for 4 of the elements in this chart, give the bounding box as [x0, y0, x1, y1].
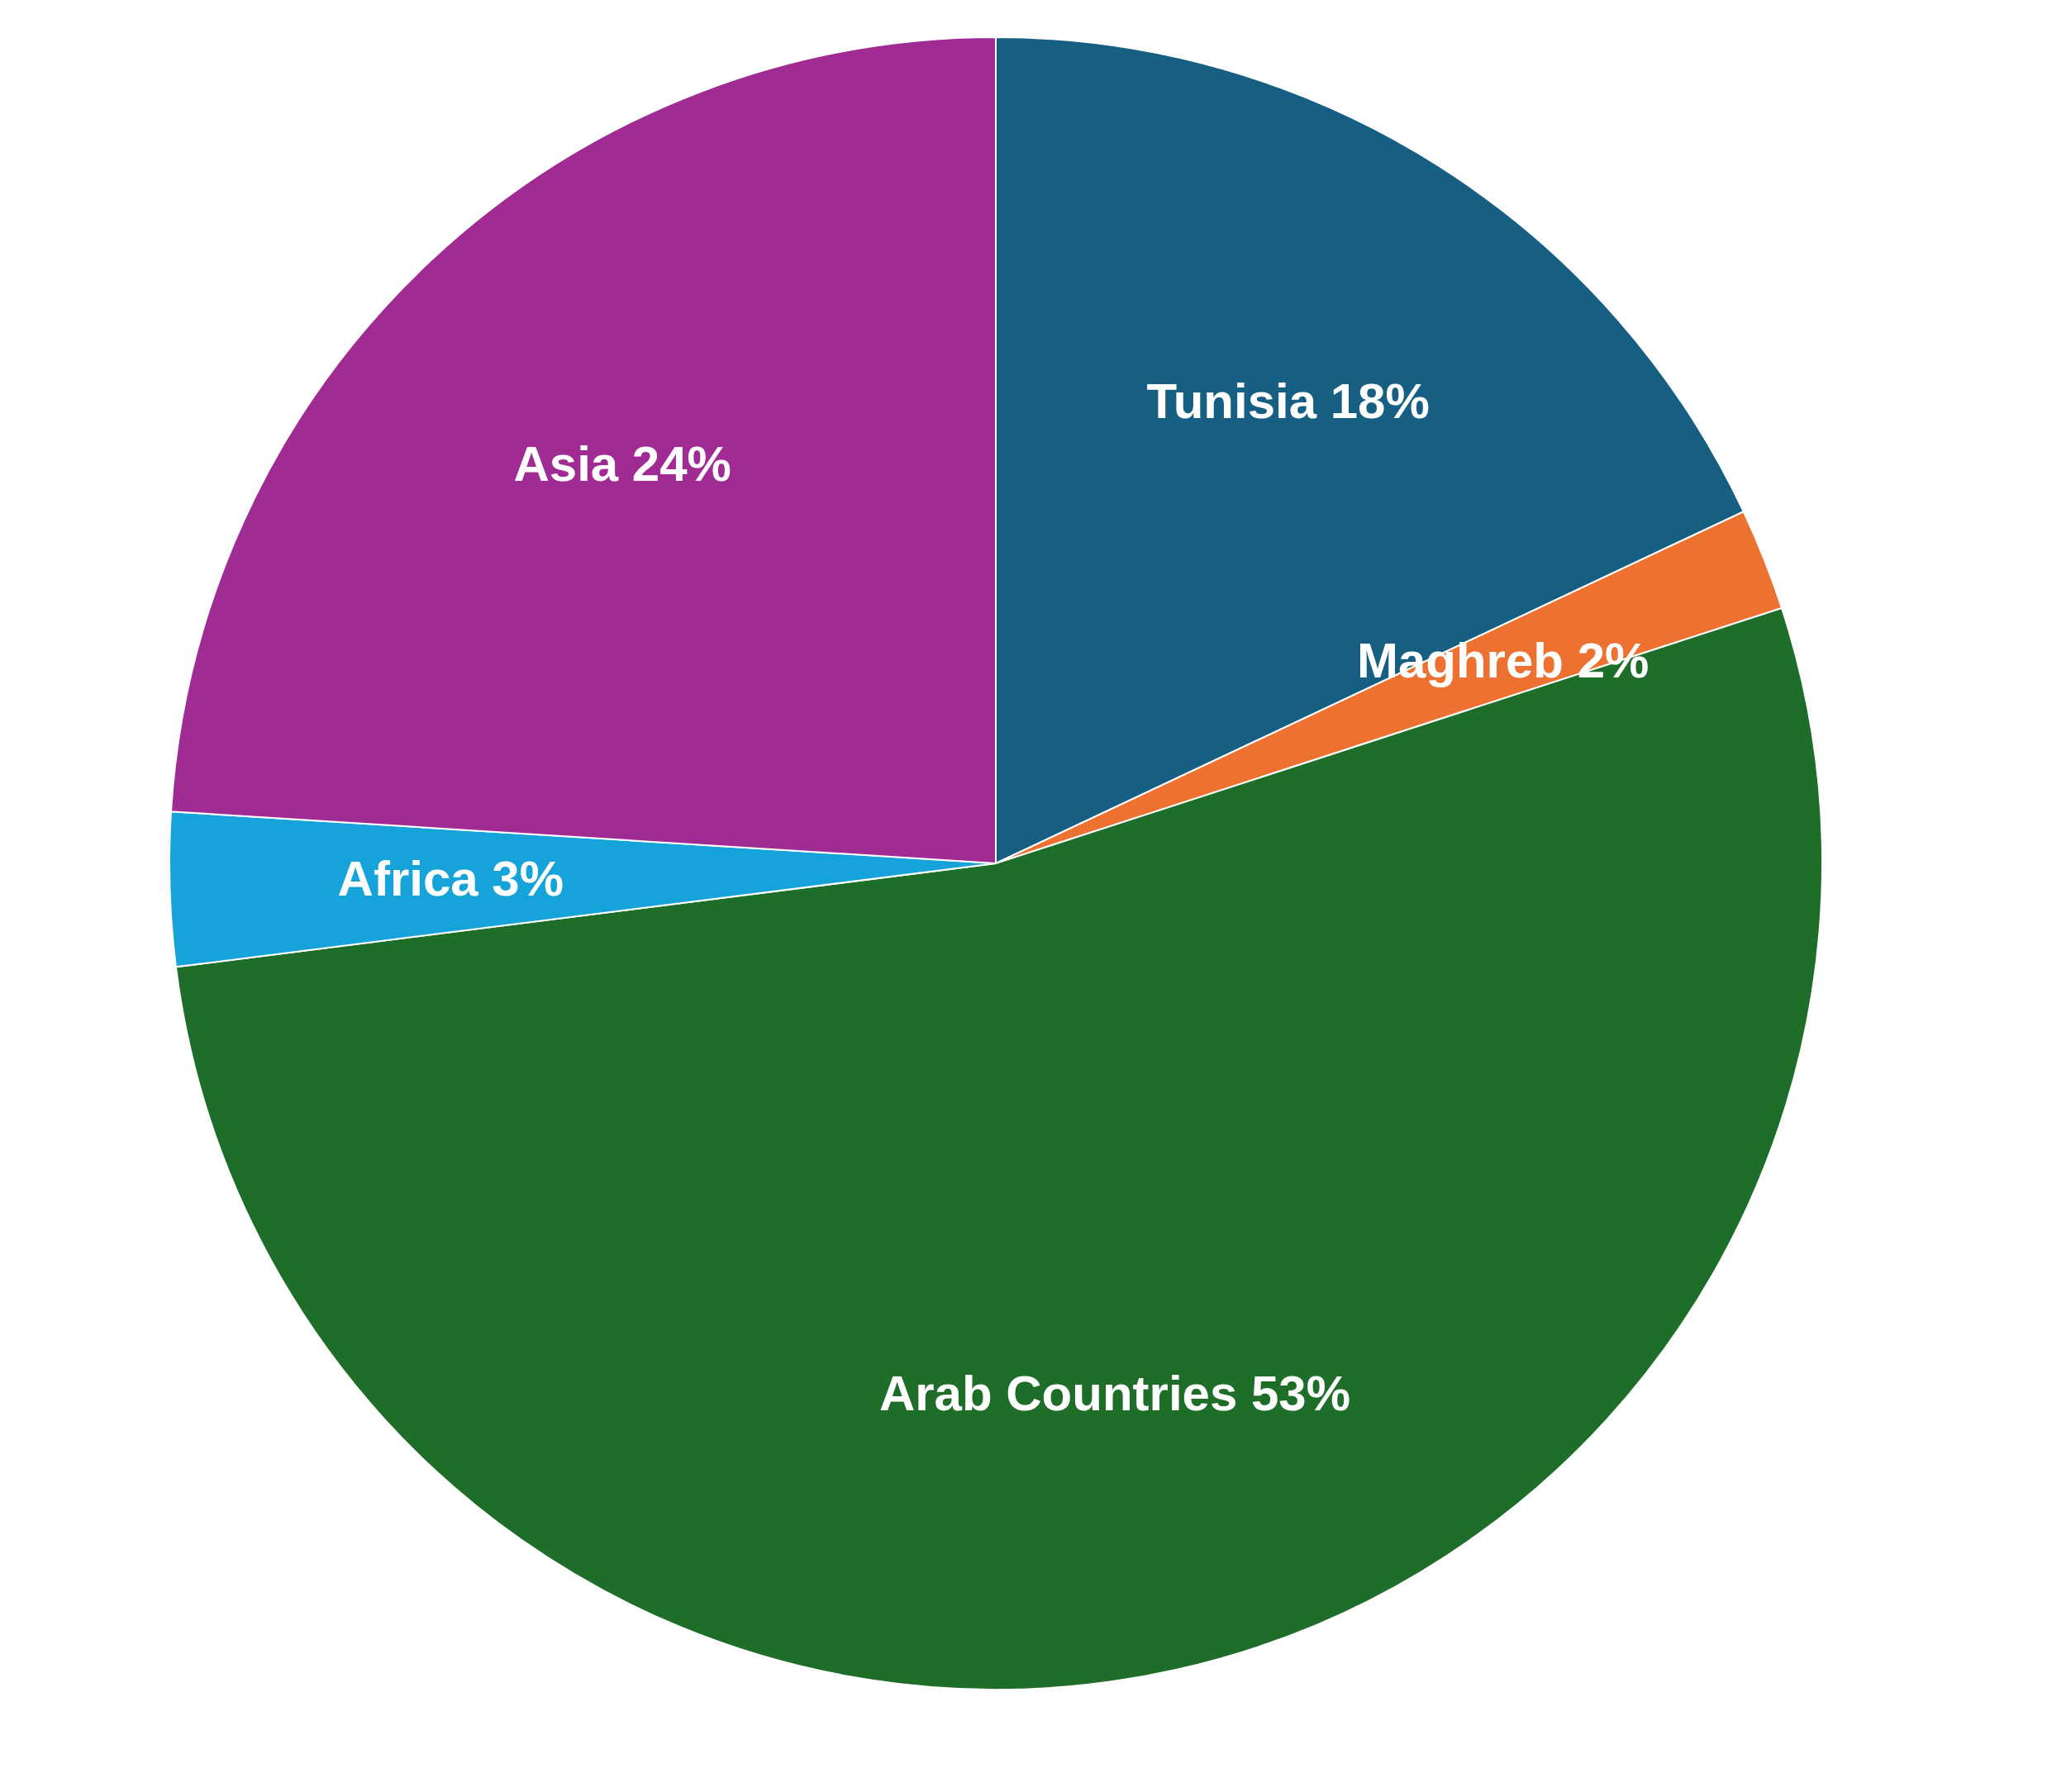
slice-label: Tunisia 18%	[1146, 373, 1430, 429]
slice-label: Africa 3%	[337, 850, 564, 906]
slice-label: Arab Countries 53%	[878, 1366, 1351, 1422]
slice-label: Asia 24%	[513, 435, 731, 492]
